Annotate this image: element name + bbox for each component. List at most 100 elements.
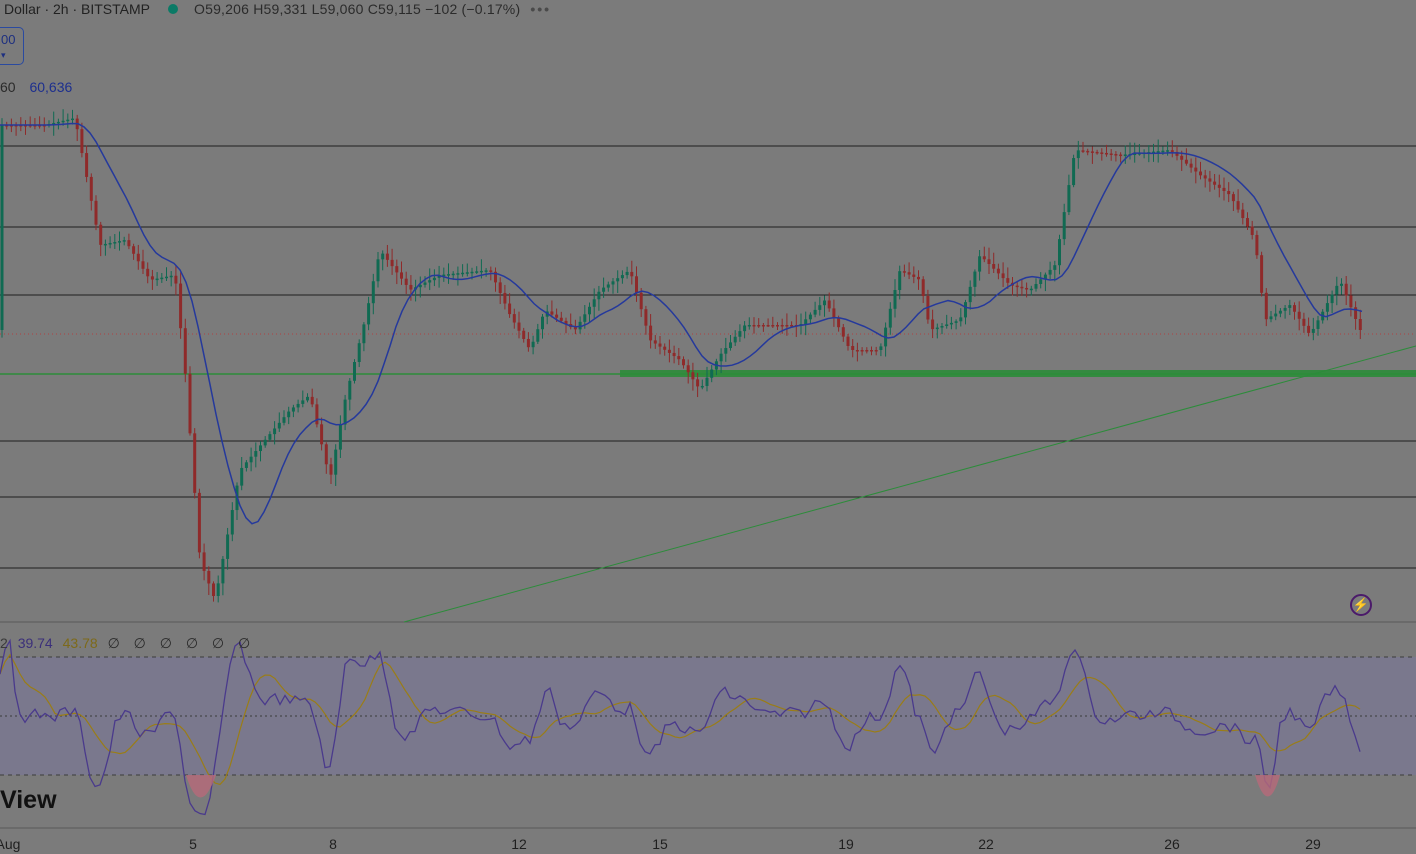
candle-body [818, 305, 822, 310]
candle-body [1015, 285, 1019, 288]
candle-body [371, 281, 375, 304]
rsi-ma-value: 43.78 [62, 635, 98, 651]
candle-body [207, 570, 211, 584]
x-tick-12: 12 [511, 836, 527, 852]
candle-body [1236, 201, 1240, 210]
candle-body [1062, 212, 1066, 240]
candle-body [42, 125, 46, 127]
candle-body [324, 444, 328, 465]
rsi-oversold-fill [1255, 775, 1280, 797]
candle-body [85, 153, 89, 177]
candle-body [343, 399, 347, 425]
candle-body [52, 122, 56, 125]
candle-body [362, 324, 366, 344]
candle-body [89, 176, 93, 201]
candle-body [306, 396, 309, 401]
candle-body [973, 271, 977, 287]
candle-body [573, 327, 577, 330]
more-icon[interactable]: ••• [530, 1, 552, 17]
ma-legend[interactable]: 60 60,636 [0, 79, 72, 95]
candle-body [1217, 184, 1221, 188]
candle-body [639, 292, 643, 310]
candle-body [1199, 171, 1202, 176]
candle-body [202, 552, 206, 571]
candle-body [921, 279, 925, 296]
candle-body [785, 325, 789, 327]
candle-body [1081, 150, 1085, 152]
candle-body [630, 271, 634, 277]
candle-body [99, 224, 103, 245]
candle-body [616, 278, 620, 282]
candle-body [1105, 152, 1108, 155]
rsi-legend[interactable]: 2 39.74 43.78 ∅ ∅ ∅ ∅ ∅ ∅ [0, 635, 255, 652]
candle-body [132, 246, 136, 254]
candle-body [696, 379, 700, 387]
chart-header: Dollar · 2h · BITSTAMP O59,206 H59,331 L… [0, 0, 551, 18]
candle-body [790, 325, 794, 327]
candle-body [338, 424, 342, 450]
candle-body [536, 329, 540, 342]
candle-body [841, 327, 845, 337]
candle-body [254, 451, 258, 457]
candle-body [860, 350, 864, 352]
candle-body [508, 303, 512, 315]
rsi-oversold-fill [186, 775, 216, 798]
candle-body [526, 338, 530, 348]
candle-body [489, 270, 493, 272]
lightning-icon[interactable]: ⚡ [1350, 594, 1372, 616]
candle-body [1307, 325, 1311, 333]
x-tick-29: 29 [1305, 836, 1321, 852]
candle-body [1114, 154, 1118, 156]
candle-body [165, 276, 168, 279]
candle-body [1278, 310, 1282, 314]
ohlc-readout: O59,206 H59,331 L59,060 C59,115 −102 (−0… [194, 1, 521, 17]
candle-body [747, 325, 751, 327]
candle-body [832, 308, 836, 318]
candle-body [484, 270, 488, 272]
interval-badge[interactable]: 00 ▾ [0, 27, 24, 65]
candle-body [1043, 274, 1047, 280]
candle-body [813, 309, 817, 315]
candle-body [729, 342, 732, 349]
candle-body [959, 317, 963, 322]
candle-body [127, 240, 131, 247]
candle-body [442, 274, 446, 277]
candle-body [879, 346, 883, 350]
candle-body [1006, 278, 1010, 283]
candle-body [935, 327, 939, 330]
candle-body [479, 270, 483, 273]
candle-body [390, 259, 394, 267]
candle-body [625, 271, 629, 276]
trendline[interactable] [403, 345, 1416, 623]
candle-body [968, 286, 972, 303]
candle-body [395, 266, 399, 273]
candle-body [1194, 167, 1198, 172]
candle-body [108, 242, 112, 245]
candle-body [447, 274, 450, 276]
candle-body [1090, 151, 1094, 153]
candle-body [1156, 151, 1160, 153]
candle-body [611, 281, 615, 285]
symbol-title[interactable]: Dollar · 2h · BITSTAMP [4, 1, 150, 17]
candle-body [183, 328, 187, 374]
candle-body [874, 350, 878, 352]
candle-body [1152, 151, 1155, 154]
candle-body [757, 325, 761, 327]
candle-body [193, 433, 197, 493]
candle-body [259, 445, 262, 452]
candle-body [348, 380, 352, 400]
candle-body [353, 362, 356, 381]
candle-body [1053, 265, 1057, 270]
candle-body [846, 336, 850, 346]
candle-body [263, 439, 267, 446]
candle-body [1302, 318, 1306, 326]
rsi-extra-values: ∅ ∅ ∅ ∅ ∅ ∅ [107, 635, 256, 651]
candle-body [700, 385, 704, 388]
candle-body [212, 583, 215, 596]
candle-body [287, 411, 291, 418]
candle-body [1034, 284, 1038, 289]
candle-body [136, 253, 140, 262]
candle-body [1264, 292, 1268, 320]
candle-body [827, 300, 831, 309]
